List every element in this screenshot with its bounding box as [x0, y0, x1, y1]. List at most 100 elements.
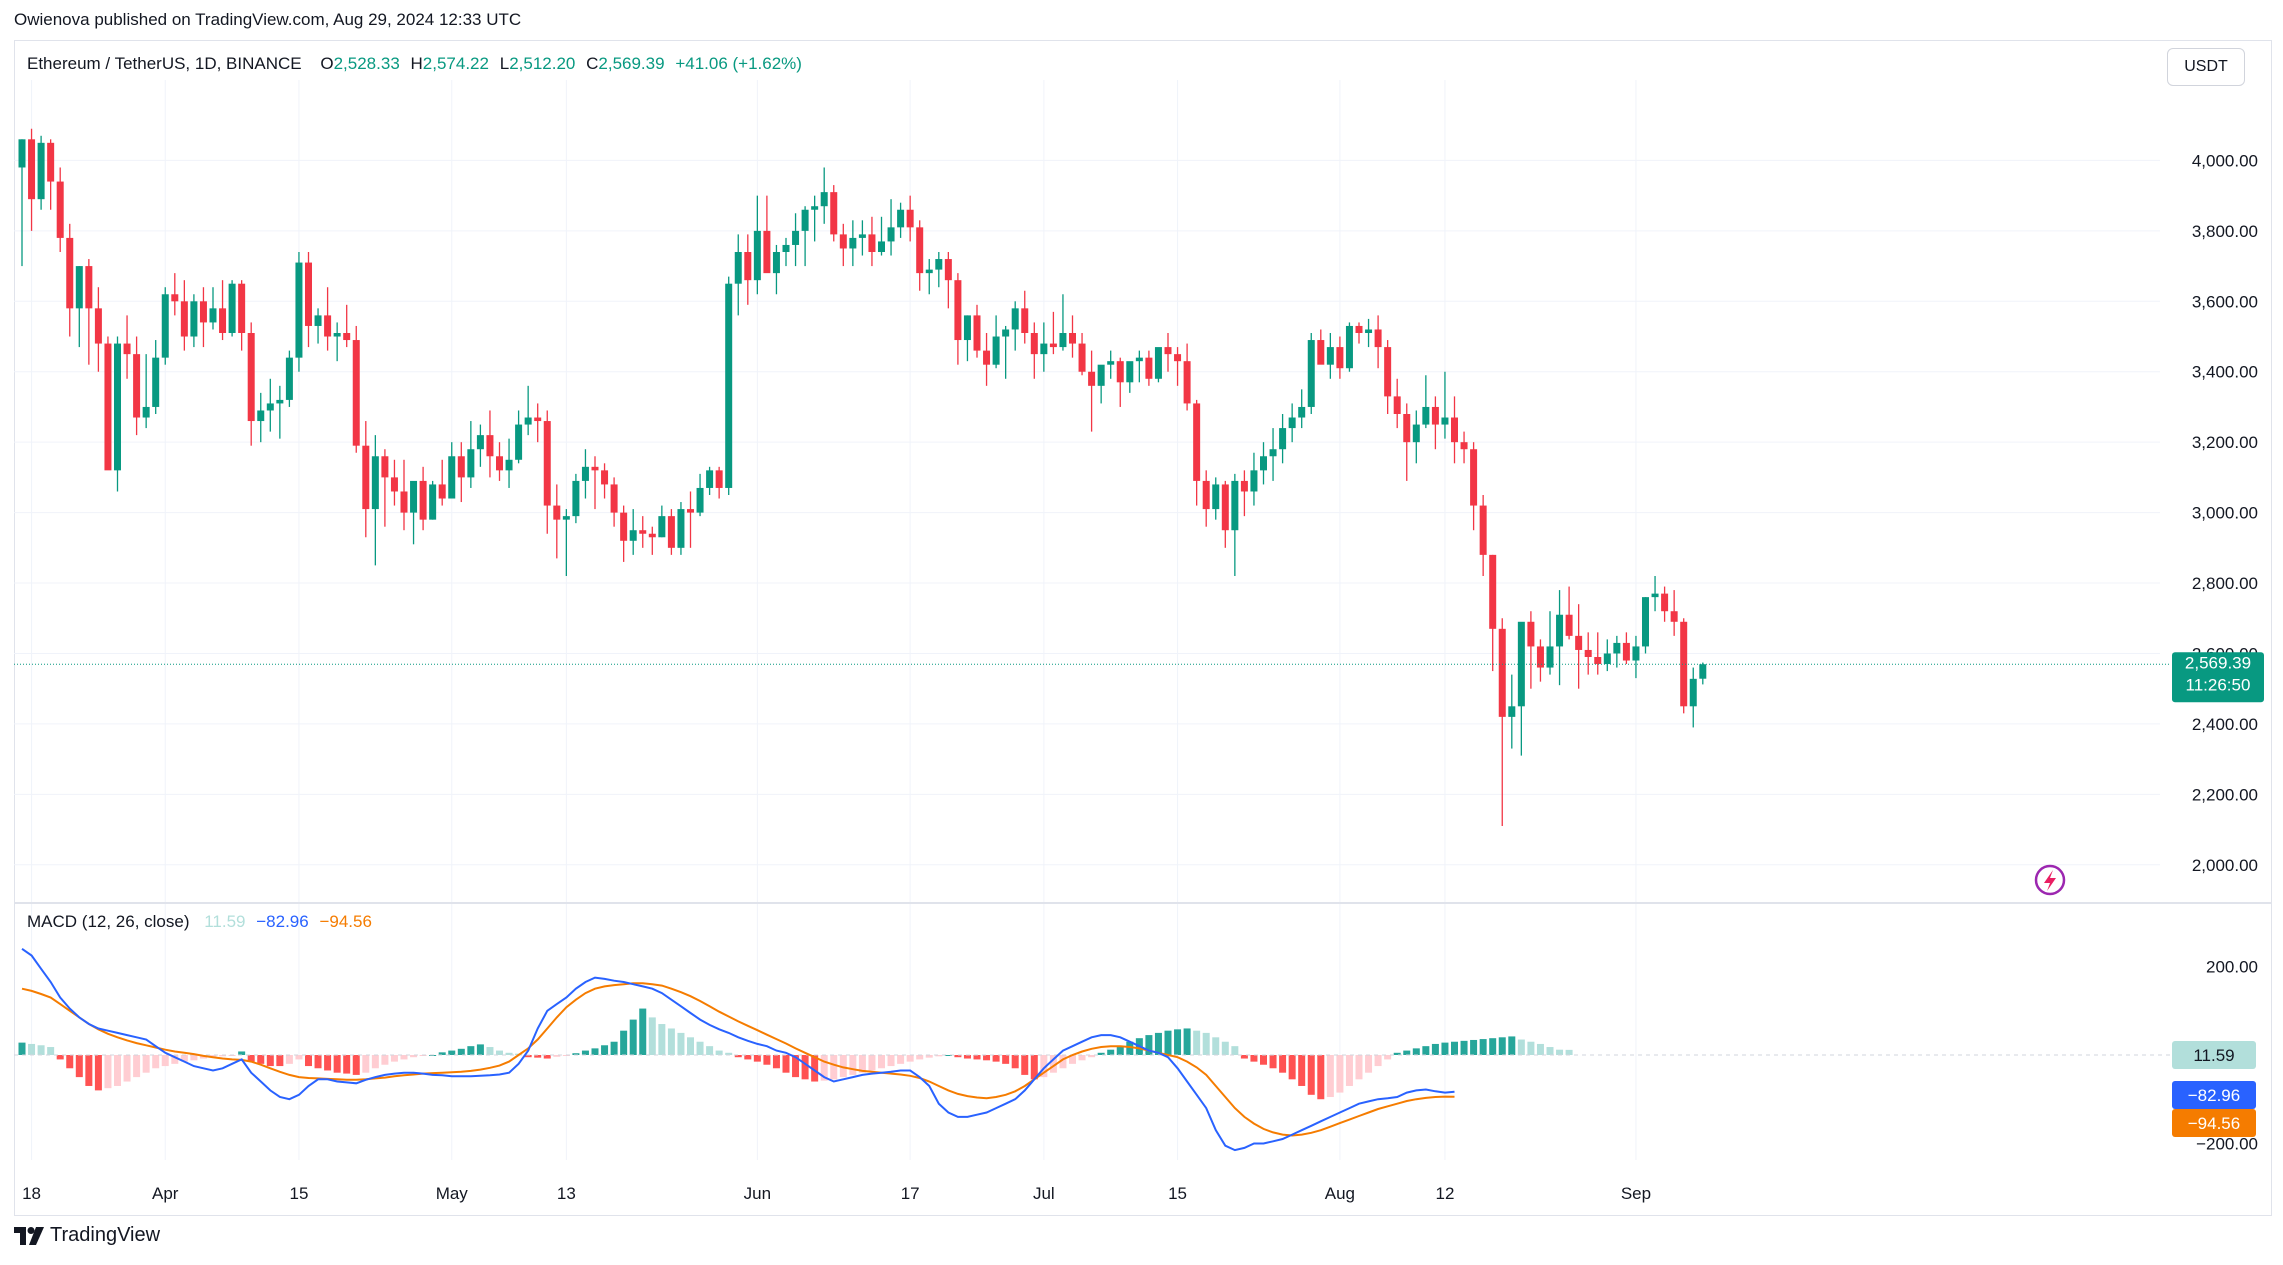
symbol-title[interactable]: Ethereum / TetherUS, 1D, BINANCE	[27, 54, 302, 73]
candle-body	[390, 477, 398, 492]
candle-body	[581, 466, 589, 481]
histogram-bar	[772, 1055, 780, 1069]
candle-body	[753, 230, 761, 281]
candle-body	[1613, 642, 1621, 654]
time-tick-label: 18	[22, 1184, 41, 1203]
candle-body	[572, 480, 580, 517]
macd-histogram	[18, 1008, 1573, 1100]
time-tick-label: Apr	[152, 1184, 179, 1203]
histogram-bar	[1288, 1055, 1296, 1080]
histogram-bar	[878, 1055, 885, 1069]
histogram-bar	[1517, 1039, 1525, 1055]
candle-body	[314, 315, 322, 326]
candle-body	[1240, 480, 1248, 492]
histogram-bar	[285, 1055, 293, 1064]
histogram-bar	[801, 1055, 809, 1080]
candle-body	[868, 234, 876, 252]
candle-body	[667, 516, 675, 548]
histogram-bar	[476, 1044, 484, 1055]
histogram-bar	[410, 1055, 418, 1058]
price-tick-label: 3,400.00	[2192, 363, 2258, 382]
histogram-bar	[37, 1045, 45, 1055]
histogram-bar	[161, 1055, 169, 1067]
histogram-bar	[1460, 1040, 1468, 1055]
histogram-bar	[1097, 1052, 1105, 1055]
candle-body	[1556, 614, 1564, 647]
histogram-bar	[1126, 1041, 1134, 1055]
price-tick-label: 2,400.00	[2192, 715, 2258, 734]
histogram-bar	[142, 1055, 150, 1073]
candle-body	[601, 470, 609, 485]
candle-body	[467, 449, 475, 478]
time-tick-label: 15	[289, 1184, 308, 1203]
candle-body	[734, 252, 742, 284]
histogram-bar	[1040, 1055, 1048, 1078]
candle-body	[916, 227, 924, 274]
histogram-bar	[811, 1055, 819, 1082]
candle-body	[1603, 653, 1611, 665]
histogram-bar	[1078, 1055, 1086, 1061]
histogram-bar	[1336, 1055, 1344, 1093]
price-tick-label: 3,200.00	[2192, 433, 2258, 452]
candlestick-series	[18, 128, 1707, 827]
candle-body	[276, 399, 284, 404]
candle-body	[1317, 340, 1325, 365]
macd-title[interactable]: MACD (12, 26, close)	[27, 912, 190, 931]
macd-legend-value: −82.96	[256, 912, 309, 931]
time-tick-label: May	[436, 1184, 469, 1203]
candle-body	[1584, 649, 1592, 657]
candle-body	[620, 512, 628, 541]
candle-body	[1594, 657, 1602, 665]
histogram-bar	[839, 1055, 847, 1078]
histogram-bar	[944, 1055, 952, 1056]
candle-body	[1546, 646, 1554, 668]
candle-body	[820, 192, 828, 207]
close-label: C	[586, 54, 599, 73]
candle-body	[1202, 480, 1210, 510]
candle-body	[553, 505, 561, 520]
time-tick-label: 12	[1435, 1184, 1454, 1203]
candle-body	[1365, 329, 1373, 333]
histogram-bar	[133, 1055, 141, 1078]
currency-button[interactable]: USDT	[2167, 48, 2245, 86]
histogram-bar	[1011, 1055, 1019, 1069]
candle-body	[333, 333, 341, 337]
candle-body	[696, 487, 704, 513]
candle-body	[1097, 364, 1105, 386]
candle-body	[954, 280, 962, 341]
candle-body	[1021, 308, 1029, 333]
candle-body	[171, 294, 179, 302]
histogram-bar	[257, 1055, 265, 1064]
time-tick-label: Jul	[1033, 1184, 1055, 1203]
candle-body	[1403, 414, 1411, 443]
tradingview-logo[interactable]: TradingView	[14, 1224, 160, 1247]
macd-axis: 200.00 −200.00	[2196, 958, 2258, 1154]
lightning-icon[interactable]	[2034, 864, 2066, 896]
candle-body	[285, 357, 293, 400]
histogram-bar	[352, 1055, 360, 1075]
histogram-bar	[1260, 1055, 1267, 1065]
candle-body	[1030, 333, 1038, 355]
histogram-bar	[1164, 1030, 1172, 1055]
histogram-bar	[963, 1055, 971, 1059]
bar-countdown: 11:26:50	[2186, 675, 2251, 694]
candle-body	[944, 259, 952, 281]
histogram-bar	[1508, 1036, 1516, 1055]
candle-body	[849, 237, 857, 249]
candle-body	[47, 142, 55, 182]
candle-body	[515, 424, 523, 460]
candle-body	[878, 241, 885, 252]
candle-body	[1307, 340, 1315, 407]
svg-text:−82.96: −82.96	[2188, 1086, 2240, 1105]
candle-body	[1651, 593, 1659, 598]
candle-body	[1059, 333, 1067, 348]
candle-body	[18, 139, 26, 168]
time-tick-label: Jun	[744, 1184, 771, 1203]
histogram-bar	[104, 1055, 112, 1089]
candle-body	[190, 301, 198, 337]
macd-legend: MACD (12, 26, close) 11.59 −82.96 −94.56	[27, 912, 372, 932]
macd-value-tag: −82.96	[2172, 1081, 2256, 1109]
histogram-bar	[677, 1032, 685, 1055]
candle-body	[992, 336, 1000, 365]
